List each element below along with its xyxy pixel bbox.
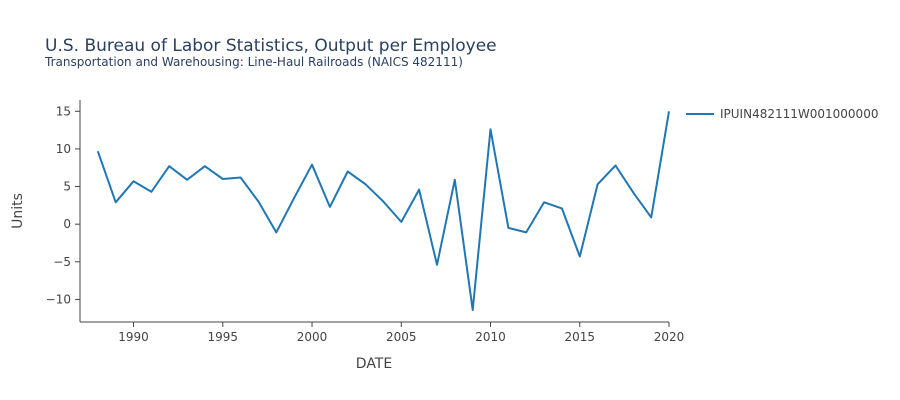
- data-point[interactable]: [235, 172, 247, 184]
- x-axis-title: DATE: [356, 356, 392, 372]
- data-point[interactable]: [342, 165, 354, 177]
- legend[interactable]: IPUIN482111W001000000: [686, 107, 878, 121]
- data-point[interactable]: [645, 211, 657, 223]
- data-point[interactable]: [467, 304, 479, 316]
- x-tick-label: 2005: [386, 330, 417, 344]
- data-point[interactable]: [538, 196, 550, 208]
- y-tick-label: 10: [56, 142, 71, 156]
- data-point[interactable]: [520, 226, 532, 238]
- plot-area: 1990 1995 2000 2005 2010 2015 2020 −10 −5 0 5 10 15: [46, 100, 684, 344]
- y-tick-label: 0: [63, 217, 71, 231]
- data-point[interactable]: [128, 175, 140, 187]
- data-point[interactable]: [574, 251, 586, 263]
- series-line-0[interactable]: [96, 111, 670, 311]
- data-point[interactable]: [110, 196, 122, 208]
- legend-label: IPUIN482111W001000000: [720, 107, 878, 121]
- data-point[interactable]: [181, 174, 193, 186]
- data-point[interactable]: [556, 202, 568, 214]
- x-tick-label: 2020: [654, 330, 685, 344]
- chart-title: U.S. Bureau of Labor Statistics, Output …: [45, 36, 497, 56]
- y-tick-label: 15: [56, 104, 71, 118]
- series-layer: [92, 105, 675, 316]
- data-point[interactable]: [306, 159, 318, 171]
- data-point[interactable]: [324, 201, 336, 213]
- data-point[interactable]: [92, 145, 104, 157]
- data-point[interactable]: [199, 160, 211, 172]
- x-axis-ticks: 1990 1995 2000 2005 2010 2015 2020: [118, 322, 684, 344]
- x-tick-label: 2000: [297, 330, 328, 344]
- data-point[interactable]: [592, 178, 604, 190]
- data-point[interactable]: [360, 178, 372, 190]
- data-point[interactable]: [145, 186, 157, 198]
- data-point[interactable]: [252, 196, 264, 208]
- x-tick-label: 2010: [475, 330, 506, 344]
- data-point[interactable]: [217, 173, 229, 185]
- data-point[interactable]: [502, 222, 514, 234]
- y-tick-label: −10: [46, 292, 71, 306]
- data-point[interactable]: [485, 123, 497, 135]
- y-axis-title: Units: [10, 193, 26, 229]
- data-point[interactable]: [163, 160, 175, 172]
- y-axis-ticks: −10 −5 0 5 10 15: [46, 104, 80, 306]
- data-point[interactable]: [431, 259, 443, 271]
- x-tick-label: 2015: [564, 330, 595, 344]
- data-point[interactable]: [663, 105, 675, 117]
- data-point[interactable]: [270, 226, 282, 238]
- data-point[interactable]: [377, 196, 389, 208]
- x-tick-label: 1995: [208, 330, 239, 344]
- y-tick-label: −5: [53, 255, 71, 269]
- data-point[interactable]: [449, 174, 461, 186]
- data-point[interactable]: [288, 192, 300, 204]
- y-tick-label: 5: [63, 180, 71, 194]
- data-point[interactable]: [627, 187, 639, 199]
- x-tick-label: 1990: [118, 330, 149, 344]
- chart-subtitle: Transportation and Warehousing: Line-Hau…: [44, 55, 463, 69]
- data-point[interactable]: [395, 216, 407, 228]
- data-point[interactable]: [413, 184, 425, 196]
- data-point[interactable]: [609, 159, 621, 171]
